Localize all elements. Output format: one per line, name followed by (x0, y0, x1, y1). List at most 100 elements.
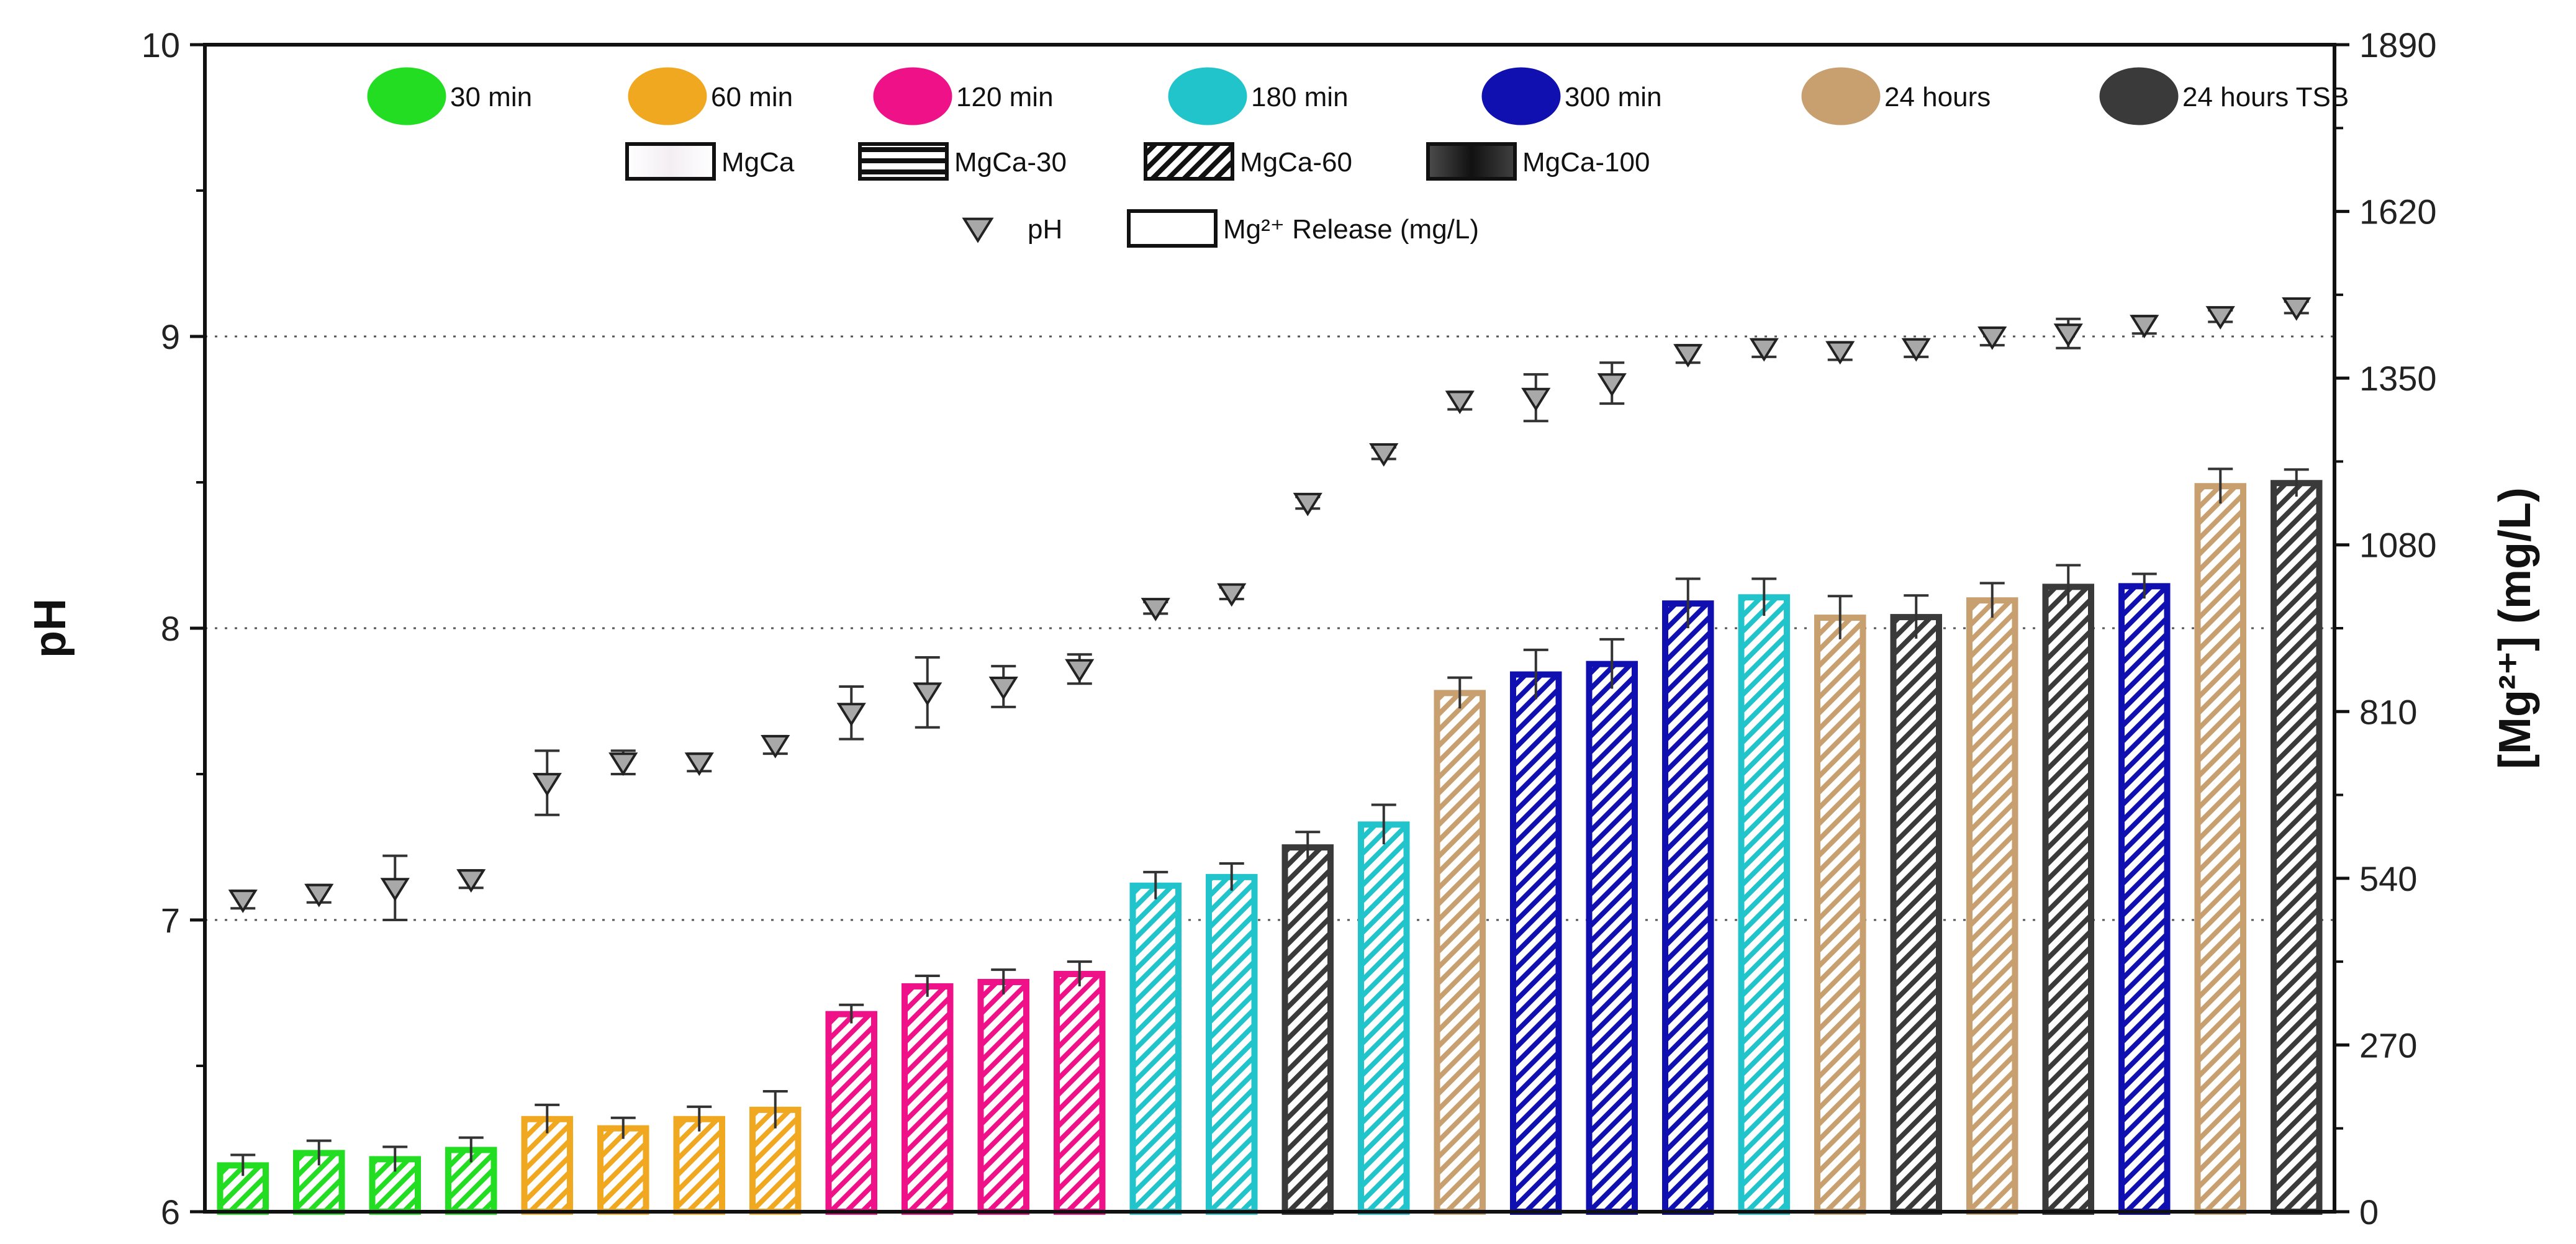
legend-swatch (1127, 209, 1218, 248)
legend-label: 60 min (711, 82, 793, 112)
ph-marker (456, 869, 486, 893)
ph-marker (2053, 323, 2083, 348)
ph-point (1597, 361, 1627, 405)
legend-swatch (1144, 142, 1234, 181)
bar-24-hours-tsb-mgca-60 (1890, 594, 1942, 1215)
ph-point (608, 749, 638, 776)
bar-180-min-mgca-60 (1206, 862, 1258, 1215)
right-tick-label: 810 (2359, 692, 2417, 731)
legend-item-30-min: 30 min (365, 65, 532, 127)
legend-swatch (626, 65, 709, 127)
bar (2042, 584, 2094, 1215)
bar-180-min-mgca-100 (1358, 803, 1410, 1215)
bar-180-min-mgca (1738, 577, 1790, 1215)
ph-marker (1825, 341, 1855, 365)
bar (673, 1116, 725, 1215)
ph-point (1673, 344, 1703, 367)
ph-marker (1065, 659, 1095, 683)
ph-marker (304, 883, 334, 908)
ph-marker (1673, 344, 1703, 367)
legend-swatch (1166, 65, 1249, 127)
left-tick-label: 6 (161, 1192, 180, 1232)
bar (1054, 971, 1106, 1215)
right-tick-label: 270 (2359, 1025, 2417, 1065)
bar (1738, 594, 1790, 1215)
bar-24-hours-tsb-mgca-100 (1281, 831, 1334, 1215)
bar-120-min-mgca-30 (977, 968, 1029, 1215)
legend-item-mgca-30: MgCa-30 (858, 142, 1067, 181)
ph-point (228, 890, 258, 913)
ph-marker (988, 677, 1018, 700)
legend-item-24-hours-tsb: 24 hours TSB (2097, 65, 2349, 127)
legend-swatch (962, 217, 994, 243)
bar (1510, 671, 1562, 1215)
ph-marker (1521, 387, 1551, 412)
ph-series (228, 297, 2312, 921)
axes: 6 7 8 9 10 0 270 540 810 1080 1350 1620 1890 pH [Mg²⁺]… (25, 25, 2540, 1232)
ph-point (456, 869, 486, 893)
legend-item-24-hours: 24 hours (1799, 65, 1991, 127)
grid-lines (205, 335, 2334, 921)
bar-30-min-mgca-60 (293, 1139, 345, 1215)
bar-180-min-mgca-30 (1129, 870, 1182, 1215)
legend-item-mg-release: Mg²⁺ Release (mg/L) (1127, 209, 1479, 248)
bar (1662, 600, 1714, 1215)
bar-30-min-mgca-30 (369, 1145, 421, 1215)
right-tick-label: 1620 (2359, 192, 2437, 232)
ph-point (2053, 317, 2083, 349)
ph-point (2282, 297, 2312, 321)
ph-marker (532, 773, 562, 796)
y-axis-right-title: [Mg²⁺] (mg/L) (2490, 487, 2540, 769)
legend-item-mgca-60: MgCa-60 (1144, 142, 1352, 181)
left-tick-label: 9 (161, 317, 180, 356)
ph-point (1369, 443, 1399, 467)
bar (2194, 483, 2246, 1215)
legend-label: 24 hours (1884, 82, 1991, 112)
ph-marker (2282, 297, 2312, 321)
legend-label: pH (1028, 214, 1062, 245)
legend-label: 180 min (1251, 82, 1349, 112)
left-tick-label: 8 (161, 609, 180, 648)
legend-item-300-min: 300 min (1480, 65, 1662, 127)
bar (977, 978, 1029, 1215)
ph-point (380, 854, 410, 921)
legend-item-ph: pH (962, 214, 1062, 245)
ph-point (1749, 338, 1779, 362)
bar (2118, 583, 2171, 1215)
bar (1890, 614, 1942, 1215)
ph-point (1293, 492, 1322, 516)
legend-swatch (858, 142, 949, 181)
legend-swatch (1426, 142, 1517, 181)
ph-marker (2130, 315, 2159, 338)
bar-24-hours-mgca-60 (1814, 595, 1866, 1215)
bar (1434, 690, 1486, 1215)
legend-swatch (625, 142, 716, 181)
bar-30-min-mgca-100 (445, 1136, 497, 1215)
bar-60-min-mgca-30 (597, 1116, 649, 1215)
right-tick-label: 1350 (2359, 359, 2437, 398)
ph-point (684, 752, 714, 776)
ph-point (1065, 653, 1095, 685)
bar (1281, 844, 1334, 1215)
ph-point (1521, 373, 1551, 423)
legend-label: MgCa-60 (1240, 147, 1352, 178)
left-tick-label: 7 (161, 901, 180, 940)
bar-300-min-mgca-100 (1662, 577, 1714, 1215)
bar (1586, 660, 1638, 1215)
bar (1814, 615, 1866, 1215)
bar-300-min-mgca-60 (1586, 638, 1638, 1215)
ph-point (2130, 315, 2159, 338)
bar-60-min-mgca-60 (673, 1105, 725, 1215)
bar-60-min-mgca-100 (749, 1090, 802, 1215)
legend-swatch (871, 65, 954, 127)
ph-marker (1749, 338, 1779, 362)
legend: 30 min 60 min 120 min 180 min 300 min 24 hour… (365, 65, 2349, 248)
bar (1206, 873, 1258, 1215)
ph-marker (380, 878, 410, 902)
bar (1129, 882, 1182, 1215)
legend-item-mgca-100: MgCa-100 (1426, 142, 1650, 181)
ph-marker (1597, 373, 1627, 397)
left-tick-label: 10 (142, 25, 180, 65)
ph-marker (1445, 390, 1475, 415)
bar (1966, 597, 2018, 1215)
